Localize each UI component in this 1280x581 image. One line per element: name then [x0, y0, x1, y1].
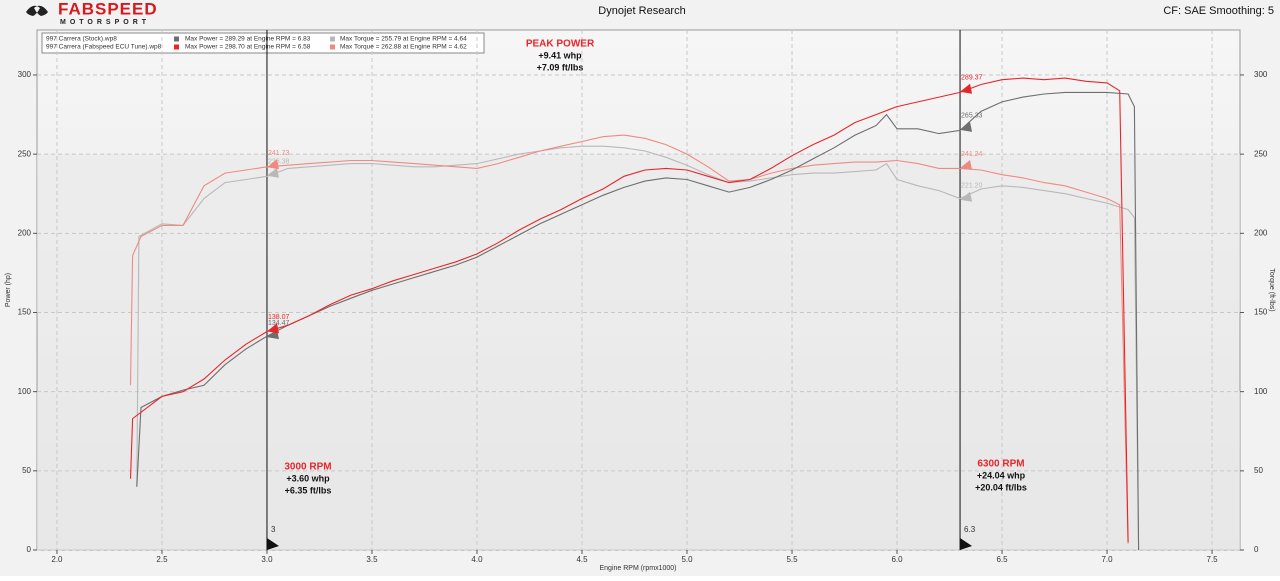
- line: [136, 145, 1140, 551]
- y2-axis-label: Torque (ft-lbs): [1268, 268, 1275, 311]
- marker-label: 241.73: [268, 150, 290, 157]
- legend: [41, 32, 485, 54]
- marker-label: 221.20: [961, 183, 983, 190]
- annotation-line: +20.04 ft/lbs: [975, 482, 1027, 492]
- y-tick-label: 0: [27, 545, 32, 554]
- y-tick-label: 50: [22, 466, 31, 475]
- legend-max-torque: Max Torque = 262.88 at Engine RPM = 4.62: [340, 44, 467, 51]
- legend-swatch: [330, 44, 335, 50]
- x-tick-label: 4.5: [576, 555, 588, 564]
- legend-max-torque: Max Torque = 255.79 at Engine RPM = 4.64: [340, 36, 467, 43]
- y2-tick-label: 300: [1254, 70, 1268, 79]
- cursor-label: 3: [271, 525, 276, 534]
- y-tick-label: 100: [18, 387, 32, 396]
- y2-tick-label: 250: [1254, 149, 1268, 158]
- annotation-line: +24.04 whp: [977, 470, 1026, 480]
- marker-label: 138.07: [268, 314, 290, 321]
- x-tick-label: 3.5: [366, 555, 378, 564]
- x-tick-label: 7.5: [1207, 555, 1219, 564]
- line: [129, 77, 1129, 543]
- y2-tick-label: 200: [1254, 228, 1268, 237]
- y2-tick-label: 150: [1254, 308, 1268, 317]
- x-tick-label: 2.0: [51, 555, 63, 564]
- cursor-marker: [266, 538, 279, 550]
- annotation-line: +9.41 whp: [538, 50, 582, 60]
- marker: [960, 83, 973, 94]
- annotation-title: PEAK POWER: [526, 39, 595, 50]
- x-tick-label: 6.0: [891, 555, 903, 564]
- x-tick-label: 4.0: [471, 555, 483, 564]
- legend-swatch: [330, 36, 335, 42]
- y2-tick-label: 0: [1254, 545, 1259, 554]
- marker: [266, 167, 279, 178]
- legend-entry: 997 Carrera (Stock).wp8: [46, 36, 117, 43]
- x-tick-label: 5.5: [786, 555, 798, 564]
- chart-title: Dynojet Research: [598, 5, 685, 17]
- cursor-label: 6.3: [964, 525, 976, 534]
- legend-max-power: Max Power = 289.29 at Engine RPM = 6.83: [185, 36, 311, 43]
- logo-mark: [26, 5, 48, 16]
- annotation-title: 6300 RPM: [977, 459, 1024, 470]
- annotation-title: 3000 RPM: [284, 462, 331, 473]
- marker: [960, 121, 973, 132]
- x-tick-label: 5.0: [681, 555, 693, 564]
- y-tick-label: 250: [18, 149, 32, 158]
- legend-swatch: [174, 36, 179, 42]
- y-tick-label: 150: [18, 308, 32, 317]
- y-tick-label: 200: [18, 228, 32, 237]
- marker: [266, 159, 279, 170]
- marker: [960, 160, 973, 171]
- y-axis-label: Power (hp): [5, 273, 12, 307]
- marker-label: 236.38: [268, 159, 290, 166]
- legend-swatch: [174, 44, 179, 50]
- annotation-line: +6.35 ft/lbs: [285, 485, 332, 495]
- legend-entry: 997 Carrera (Fabspeed ECU Tune).wp8: [46, 44, 162, 51]
- x-tick-label: 6.5: [996, 555, 1008, 564]
- cursor-marker: [960, 538, 973, 550]
- marker-label: 289.37: [961, 75, 983, 82]
- marker-label: 134.47: [268, 320, 290, 327]
- settings: CF: SAE Smoothing: 5: [1163, 5, 1274, 17]
- marker: [960, 191, 973, 202]
- marker-label: 241.24: [961, 151, 983, 158]
- x-tick-label: 2.5: [156, 555, 168, 564]
- logo: FABSPEED: [58, 0, 158, 18]
- logo-sub: MOTORSPORT: [60, 19, 150, 26]
- marker-label: 265.33: [961, 113, 983, 120]
- y2-tick-label: 50: [1254, 466, 1263, 475]
- y2-tick-label: 100: [1254, 387, 1268, 396]
- legend-max-power: Max Power = 298.70 at Engine RPM = 6.58: [185, 44, 311, 51]
- annotation-line: +3.60 whp: [286, 473, 330, 483]
- x-tick-label: 3.0: [261, 555, 273, 564]
- x-tick-label: 7.0: [1101, 555, 1113, 564]
- marker: [266, 323, 279, 334]
- y-tick-label: 300: [18, 70, 32, 79]
- annotation-line: +7.09 ft/lbs: [537, 62, 584, 72]
- x-axis-label: Engine RPM (rpmx1000): [599, 565, 676, 572]
